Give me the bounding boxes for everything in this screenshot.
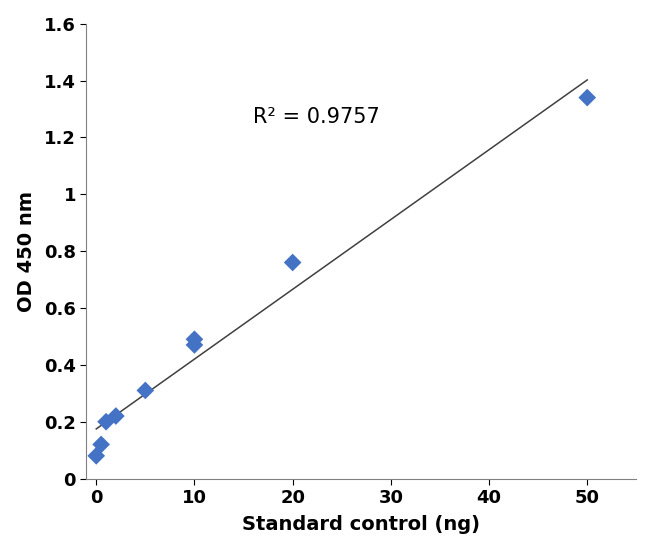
Point bbox=[287, 258, 298, 267]
Text: R² = 0.9757: R² = 0.9757 bbox=[253, 107, 380, 127]
Point bbox=[91, 451, 101, 460]
Point bbox=[189, 335, 200, 344]
Y-axis label: OD 450 nm: OD 450 nm bbox=[17, 191, 36, 312]
Point bbox=[140, 386, 151, 395]
Point bbox=[101, 417, 111, 426]
Point bbox=[582, 93, 592, 102]
X-axis label: Standard control (ng): Standard control (ng) bbox=[242, 515, 481, 534]
Point bbox=[189, 341, 200, 349]
Point bbox=[96, 440, 106, 449]
Point bbox=[110, 412, 121, 420]
